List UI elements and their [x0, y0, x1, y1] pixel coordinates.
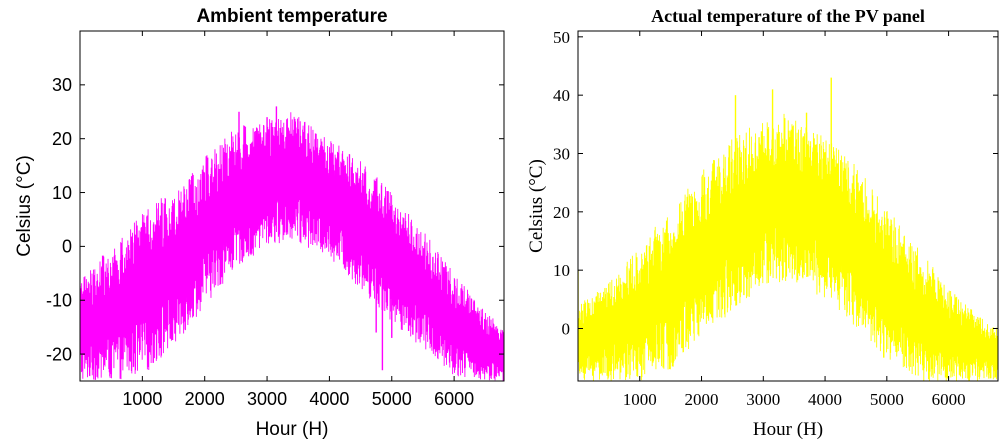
x-tick-label: 6000 — [932, 390, 966, 409]
chart-title: Ambient temperature — [196, 6, 387, 27]
y-tick-label: 0 — [62, 237, 72, 257]
axes-box — [79, 30, 505, 382]
axes-box — [577, 30, 999, 382]
x-tick-label: 3000 — [746, 390, 780, 409]
y-tick-label: 10 — [553, 261, 570, 280]
y-tick-label: 50 — [553, 28, 570, 47]
y-tick-label: -10 — [46, 291, 72, 311]
y-tick-label: 40 — [553, 86, 570, 105]
x-tick-label: 5000 — [372, 389, 412, 409]
x-tick-label: 1000 — [623, 390, 657, 409]
x-tick-label: 4000 — [309, 389, 349, 409]
x-tick-label: 4000 — [808, 390, 842, 409]
x-axis-label: Hour (H) — [256, 419, 329, 440]
chart-title: Actual temperature of the PV panel — [651, 6, 925, 26]
x-tick-label: 2000 — [185, 389, 225, 409]
y-tick-label: 20 — [553, 203, 570, 222]
series-trace — [578, 113, 998, 381]
pv-panel-temperature-chart: 1000 2000 3000 4000 5000 6000 0 10 20 30 40 50 Actua… — [526, 6, 999, 440]
y-axis-label: Celsius (°C) — [14, 155, 35, 257]
y-tick-label: 0 — [562, 319, 571, 338]
series-group — [578, 77, 998, 381]
y-tick-label: 30 — [52, 75, 72, 95]
x-tick-label: 5000 — [870, 390, 904, 409]
x-tick-label: 2000 — [685, 390, 719, 409]
y-tick-label: 30 — [553, 144, 570, 163]
series-trace — [80, 112, 504, 381]
x-tick-label: 6000 — [434, 389, 474, 409]
x-axis-label: Hour (H) — [753, 419, 823, 440]
y-tick-label: -20 — [46, 344, 72, 364]
y-tick-label: 20 — [52, 129, 72, 149]
x-tick-label: 1000 — [122, 389, 162, 409]
series-group — [80, 106, 504, 381]
ambient-temperature-chart: 1000 2000 3000 4000 5000 6000 -20 -10 0 10 20 30 Amb… — [14, 6, 505, 440]
y-axis-label: Celsius (°C) — [526, 159, 547, 253]
y-tick-label: 10 — [52, 183, 72, 203]
x-tick-label: 3000 — [247, 389, 287, 409]
